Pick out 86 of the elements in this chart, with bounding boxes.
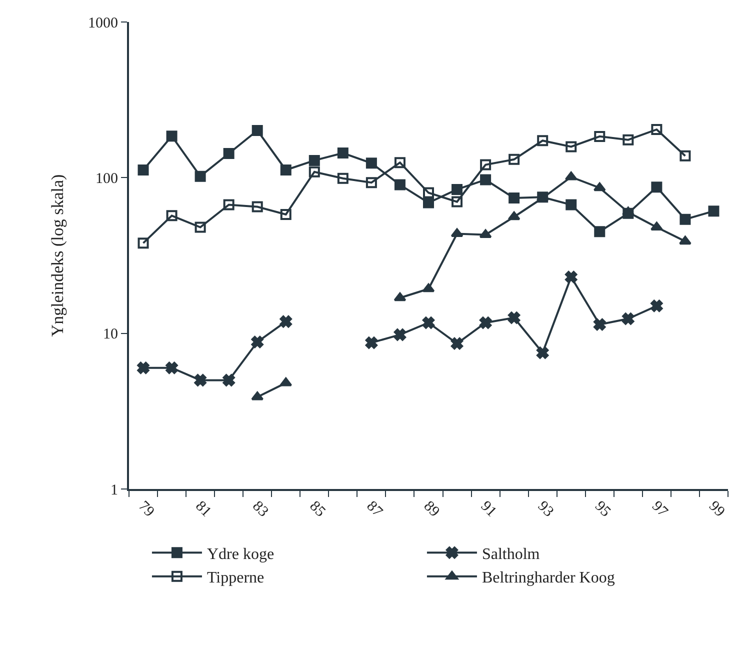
point bbox=[280, 208, 292, 220]
point bbox=[251, 336, 264, 348]
point bbox=[622, 134, 634, 146]
y-tick-label: 1000 bbox=[88, 15, 118, 32]
point bbox=[422, 283, 435, 292]
x-tick-label: 79 bbox=[135, 498, 158, 520]
point bbox=[508, 192, 520, 204]
point bbox=[166, 130, 178, 142]
point bbox=[650, 300, 663, 312]
x-tick-label: 83 bbox=[249, 498, 272, 520]
x-tick-label: 81 bbox=[192, 498, 214, 520]
point bbox=[536, 346, 549, 359]
y-tick-label: 10 bbox=[103, 326, 118, 343]
point bbox=[564, 171, 578, 180]
x-tick-label: 87 bbox=[363, 498, 386, 521]
legend-label: Saltholm bbox=[482, 546, 540, 563]
point bbox=[394, 179, 406, 190]
point bbox=[394, 328, 406, 341]
point bbox=[194, 374, 206, 386]
point bbox=[423, 197, 434, 208]
x-tick-label: 95 bbox=[592, 498, 614, 520]
point bbox=[222, 374, 235, 386]
point bbox=[650, 222, 663, 231]
y-tick-label: 100 bbox=[96, 170, 118, 187]
point bbox=[166, 362, 178, 374]
point bbox=[223, 148, 234, 159]
point bbox=[452, 196, 463, 208]
legend-label: Beltringharder Koog bbox=[482, 570, 615, 587]
x-tick-label: 85 bbox=[306, 498, 328, 520]
point bbox=[450, 228, 464, 238]
point bbox=[566, 199, 577, 210]
point bbox=[337, 172, 348, 184]
point bbox=[594, 318, 606, 331]
point bbox=[680, 150, 691, 162]
point bbox=[594, 226, 606, 238]
point bbox=[252, 201, 263, 212]
point bbox=[365, 336, 378, 349]
point bbox=[452, 184, 463, 195]
point bbox=[622, 312, 634, 325]
point bbox=[593, 182, 606, 192]
point bbox=[508, 154, 520, 165]
x-tick-label: 93 bbox=[534, 498, 556, 520]
point bbox=[480, 174, 492, 186]
point bbox=[566, 141, 577, 152]
x-tick-label: 91 bbox=[477, 498, 500, 520]
point bbox=[651, 182, 662, 193]
point bbox=[251, 391, 264, 400]
point bbox=[679, 236, 692, 245]
legend-label: Tipperne bbox=[206, 570, 264, 587]
point bbox=[366, 177, 377, 188]
y-axis-title: Yngleindeks (log skala) bbox=[48, 174, 68, 337]
point bbox=[138, 238, 149, 249]
point bbox=[280, 377, 292, 386]
legend-label: Ydre koge bbox=[206, 546, 274, 563]
point bbox=[394, 292, 406, 302]
point bbox=[450, 337, 464, 350]
point bbox=[138, 164, 149, 176]
point bbox=[137, 362, 150, 374]
point bbox=[680, 214, 691, 225]
point bbox=[252, 124, 263, 136]
point bbox=[166, 210, 178, 222]
x-tick-label: 89 bbox=[420, 498, 442, 520]
point bbox=[223, 199, 234, 210]
point bbox=[422, 316, 435, 329]
point bbox=[337, 148, 348, 159]
y-tick-label: 1 bbox=[110, 482, 118, 498]
point bbox=[280, 164, 292, 176]
point bbox=[651, 124, 662, 135]
point bbox=[194, 222, 206, 233]
point bbox=[537, 135, 548, 146]
point bbox=[479, 316, 492, 329]
point bbox=[308, 154, 320, 166]
point bbox=[394, 157, 406, 168]
x-tick-label: 97 bbox=[648, 498, 671, 521]
point bbox=[308, 166, 320, 178]
point bbox=[366, 158, 377, 169]
point bbox=[480, 159, 492, 170]
point bbox=[594, 130, 606, 142]
point bbox=[508, 312, 520, 324]
point bbox=[708, 206, 720, 217]
point bbox=[194, 170, 206, 182]
point bbox=[565, 270, 578, 284]
point bbox=[423, 187, 434, 198]
x-tick-label: 99 bbox=[706, 498, 728, 520]
point bbox=[508, 211, 520, 220]
point bbox=[280, 315, 292, 328]
